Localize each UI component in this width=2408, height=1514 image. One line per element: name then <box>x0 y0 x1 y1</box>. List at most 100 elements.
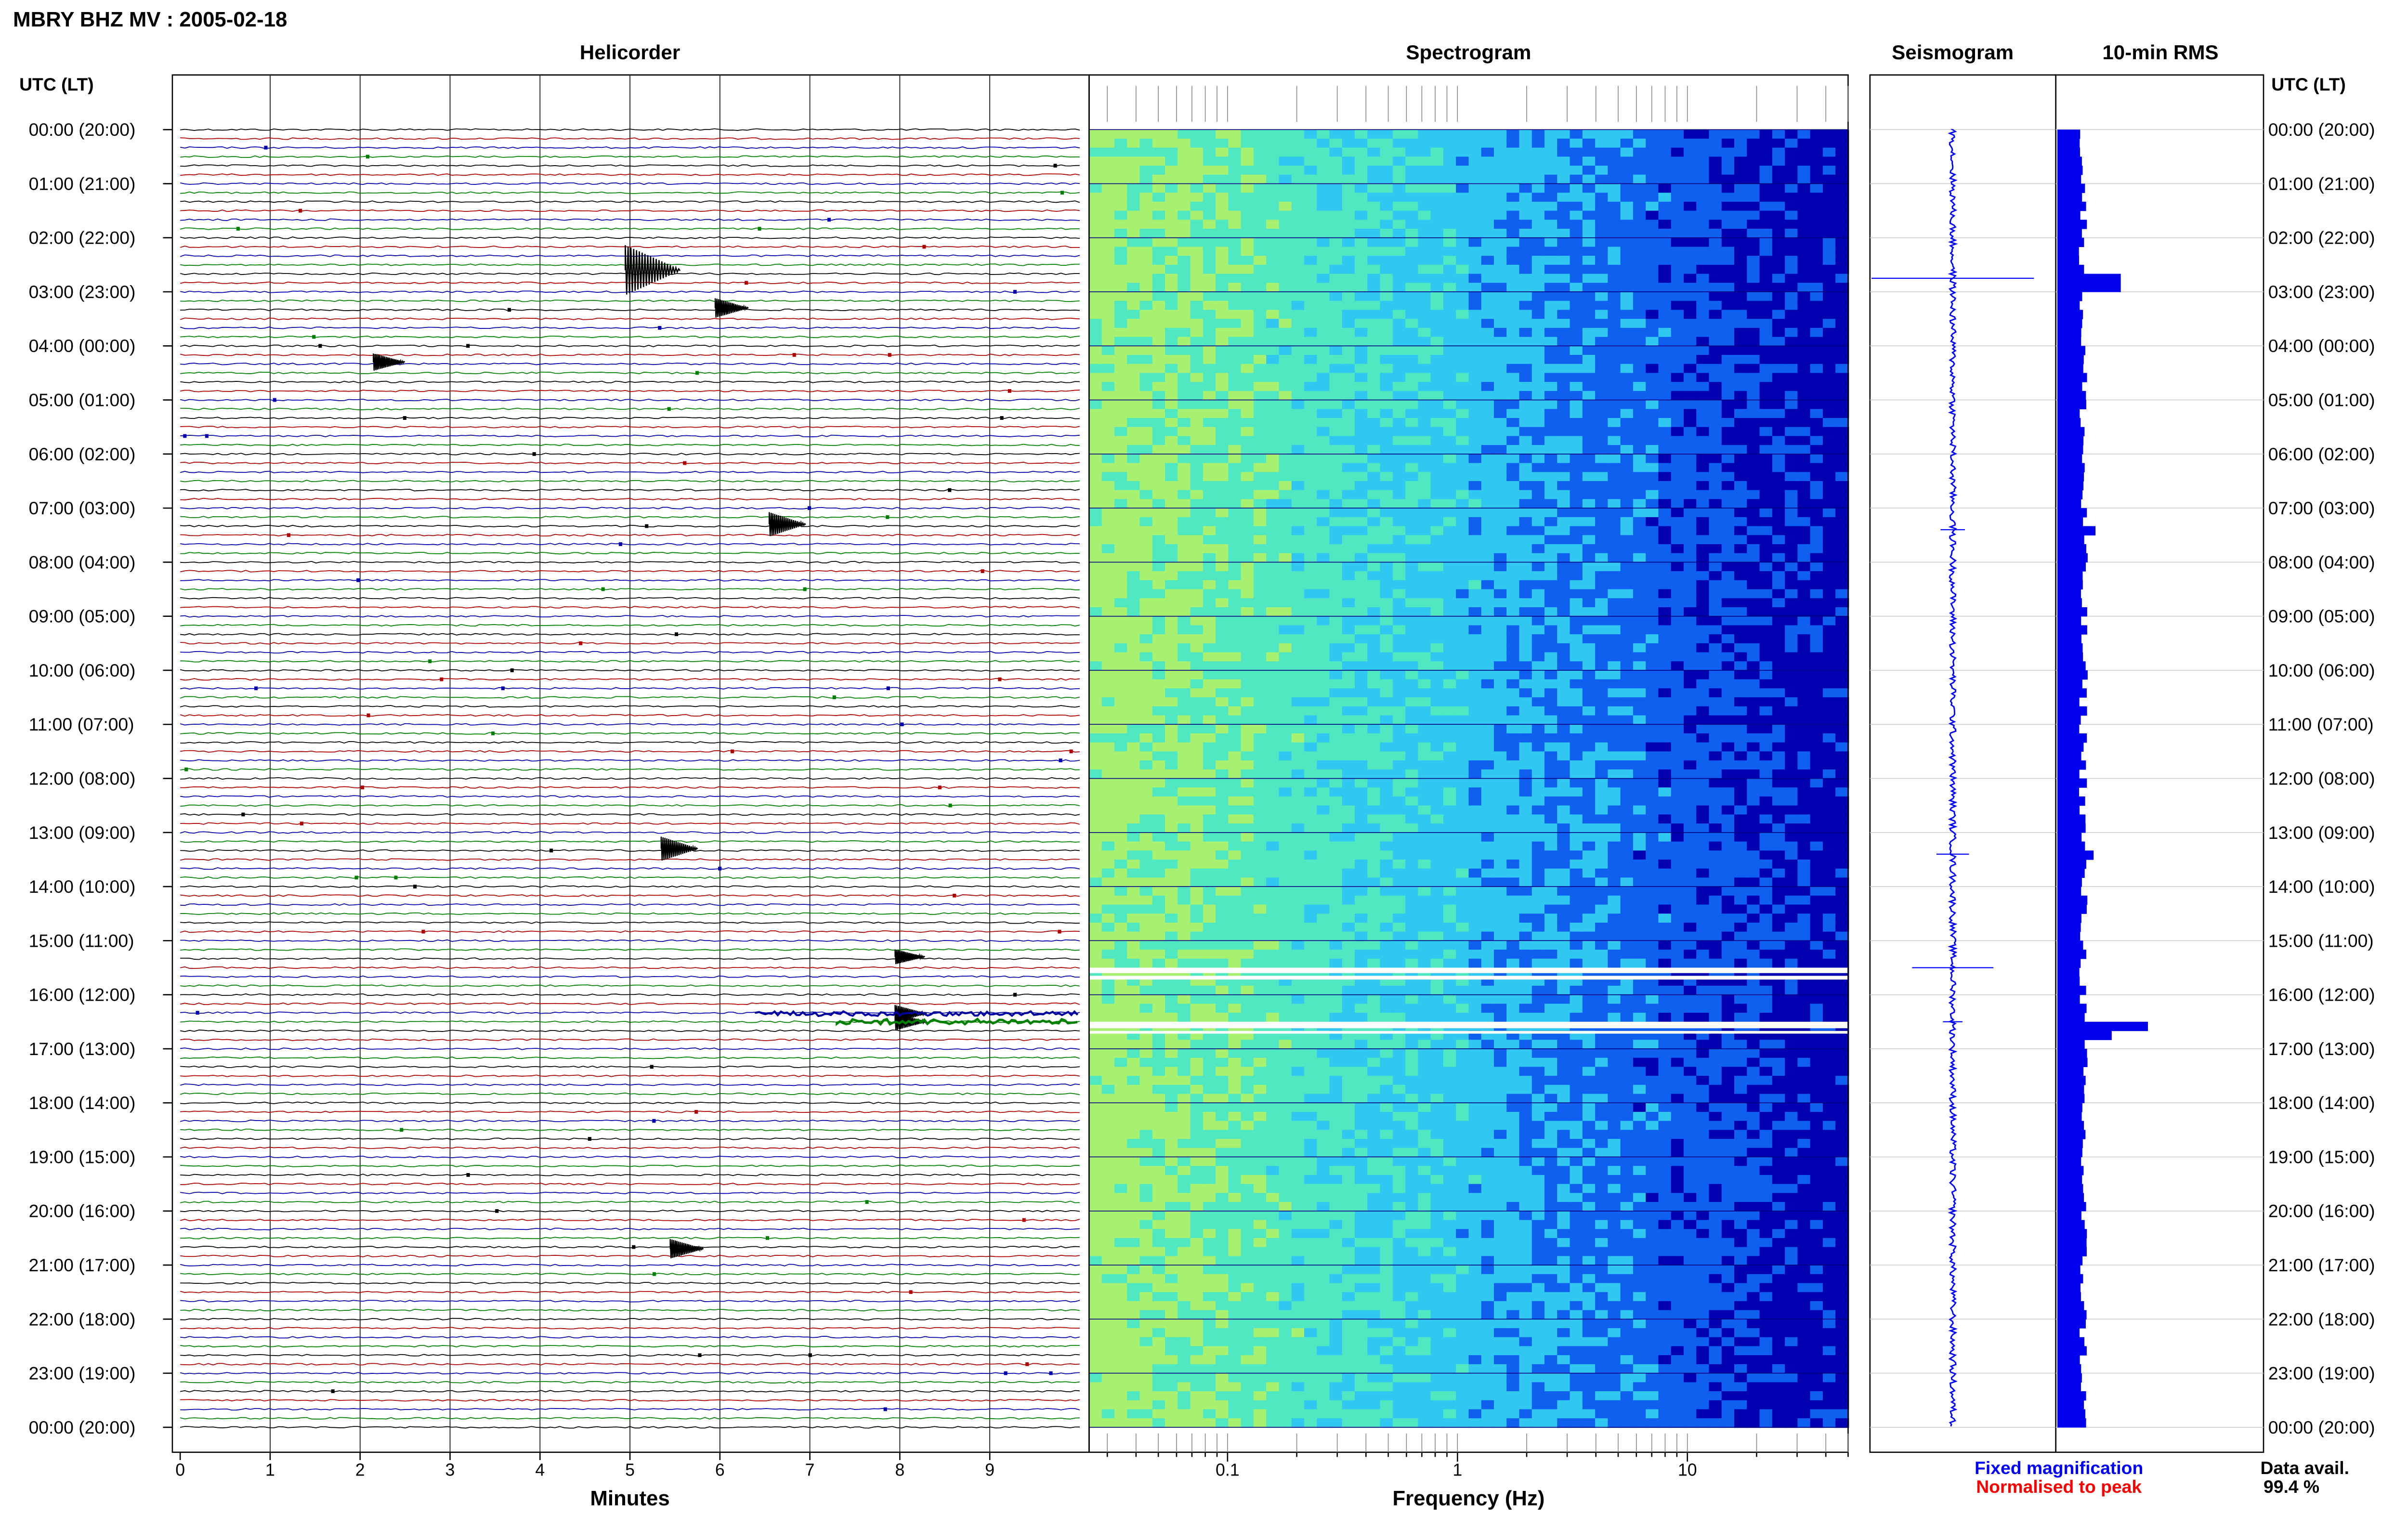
spectrogram-cell <box>1228 743 1242 752</box>
spectrogram-cell <box>1329 265 1343 274</box>
spectrogram-cell <box>1266 1049 1280 1058</box>
spectrogram-cell <box>1139 1400 1153 1410</box>
spectrogram-cell <box>1292 310 1305 319</box>
spectrogram-cell <box>1165 896 1178 905</box>
spectrogram-cell <box>1139 1094 1153 1103</box>
spectrogram-cell <box>1367 490 1381 500</box>
spectrogram-cell <box>1152 526 1166 536</box>
spectrogram-cell <box>1216 175 1229 184</box>
spectrogram-cell <box>1127 418 1140 428</box>
spectrogram-cell <box>1228 986 1242 995</box>
spectrogram-cell <box>1380 1004 1394 1013</box>
spectrogram-cell <box>1241 472 1255 482</box>
spectrogram-cell <box>1304 1139 1318 1149</box>
spectrogram-cell <box>1405 1094 1419 1103</box>
spectrogram-cell <box>1114 427 1128 437</box>
spectrogram-cell <box>1456 1103 1469 1112</box>
spectrogram-cell <box>1367 553 1381 563</box>
spectrogram-cell <box>1152 1319 1166 1329</box>
spectrogram-cell <box>1367 986 1381 995</box>
spectrogram-cell <box>1355 716 1368 725</box>
spectrogram-cell <box>1405 850 1419 860</box>
spectrogram-cell <box>1380 1301 1394 1311</box>
spectrogram-cell <box>1279 256 1292 265</box>
spectrogram-cell <box>1443 238 1457 248</box>
spectrogram-cell <box>1393 445 1406 455</box>
spectrogram-cell <box>1089 364 1102 374</box>
spectrogram-cell <box>1393 418 1406 428</box>
spectrogram-cell <box>1228 1112 1242 1122</box>
spectrogram-cell <box>1254 940 1267 950</box>
spectrogram-cell <box>1241 535 1255 545</box>
spectrogram-cell <box>1114 175 1128 184</box>
helicorder-blip <box>827 218 831 222</box>
spectrogram-cell <box>1431 1184 1444 1194</box>
spectrogram-cell <box>1342 220 1356 229</box>
spectrogram-cell <box>1405 1292 1419 1302</box>
spectrogram-cell <box>1089 643 1102 653</box>
spectrogram-cell <box>1266 914 1280 923</box>
spectrogram-cell <box>1178 1373 1191 1383</box>
spectrogram-cell <box>1443 1382 1457 1392</box>
spectrogram-cell <box>1342 256 1356 265</box>
spectrogram-cell <box>1304 1121 1318 1131</box>
spectrogram-cell <box>1165 1418 1178 1428</box>
spectrogram-cell <box>1418 616 1431 626</box>
spectrogram-cell <box>1102 337 1115 347</box>
helicorder-blip <box>884 1408 887 1411</box>
spectrogram-cell <box>1342 1121 1356 1131</box>
spectrogram-cell <box>1342 283 1356 292</box>
spectrogram-cell <box>1468 1094 1482 1103</box>
spectrogram-cell <box>1152 950 1166 959</box>
spectrogram-cell <box>1367 1103 1381 1112</box>
spectrogram-cell <box>1292 1076 1305 1085</box>
spectrogram-cell <box>1393 499 1406 509</box>
spectrogram-cell <box>1254 923 1267 932</box>
spectrogram-cell <box>1191 896 1204 905</box>
helicorder-blip <box>1022 1218 1026 1222</box>
spectrogram-cell <box>1393 914 1406 923</box>
helicorder-blip <box>428 659 432 663</box>
spectrogram-cell <box>1418 1121 1431 1131</box>
spectrogram-cell <box>1405 157 1419 166</box>
spectrogram-cell <box>1228 643 1242 653</box>
spectrogram-cell <box>1165 751 1178 761</box>
spectrogram-cell <box>1418 625 1431 635</box>
spectrogram-cell <box>1443 130 1457 139</box>
spectrogram-cell <box>1152 860 1166 869</box>
spectrogram-cell <box>1165 914 1178 923</box>
spectrogram-cell <box>1329 1400 1343 1410</box>
spectrogram-cell <box>1481 508 1495 518</box>
spectrogram-cell <box>1380 328 1394 338</box>
spectrogram-cell <box>1418 1202 1431 1212</box>
spectrogram-cell <box>1203 1067 1217 1076</box>
spectrogram-cell <box>1443 743 1457 752</box>
spectrogram-cell <box>1178 328 1191 338</box>
spectrogram-cell <box>1279 1256 1292 1266</box>
spectrogram-cell <box>1292 1229 1305 1239</box>
spectrogram-cell <box>1203 1292 1217 1302</box>
spectrogram-cell <box>1342 616 1356 626</box>
spectrogram-cell <box>1418 1211 1431 1221</box>
spectrogram-cell <box>1367 1139 1381 1149</box>
spectrogram-cell <box>1127 1103 1140 1112</box>
spectrogram-cell <box>1443 1355 1457 1365</box>
spectrogram-cell <box>1127 247 1140 256</box>
spectrogram-cell <box>1481 499 1495 509</box>
spectrogram-cell <box>1355 1283 1368 1292</box>
time-label-right: 16:00 (12:00) <box>2268 985 2375 1005</box>
spectrogram-cell <box>1393 409 1406 418</box>
spectrogram-cell <box>1342 1058 1356 1068</box>
spectrogram-cell <box>1139 535 1153 545</box>
spectrogram-cell <box>1152 706 1166 716</box>
spectrogram-cell <box>1342 274 1356 284</box>
spectrogram-cell <box>1418 535 1431 545</box>
spectrogram-cell <box>1178 1040 1191 1049</box>
spectrogram-cell <box>1152 409 1166 418</box>
spectrogram-cell <box>1443 553 1457 563</box>
spectrogram-cell <box>1367 166 1381 175</box>
spectrogram-cell <box>1216 256 1229 265</box>
spectrogram-cell <box>1241 661 1255 671</box>
spectrogram-cell <box>1266 183 1280 193</box>
spectrogram-cell <box>1443 1094 1457 1103</box>
